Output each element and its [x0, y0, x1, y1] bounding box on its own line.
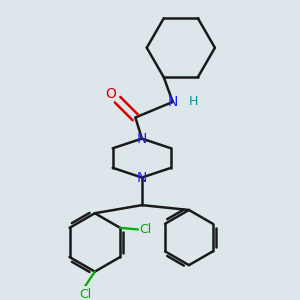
Text: H: H: [189, 95, 199, 108]
Text: O: O: [105, 87, 116, 101]
Text: N: N: [137, 170, 147, 184]
Text: Cl: Cl: [139, 223, 151, 236]
Text: N: N: [137, 132, 147, 145]
Text: Cl: Cl: [79, 288, 91, 300]
Text: N: N: [167, 95, 178, 109]
